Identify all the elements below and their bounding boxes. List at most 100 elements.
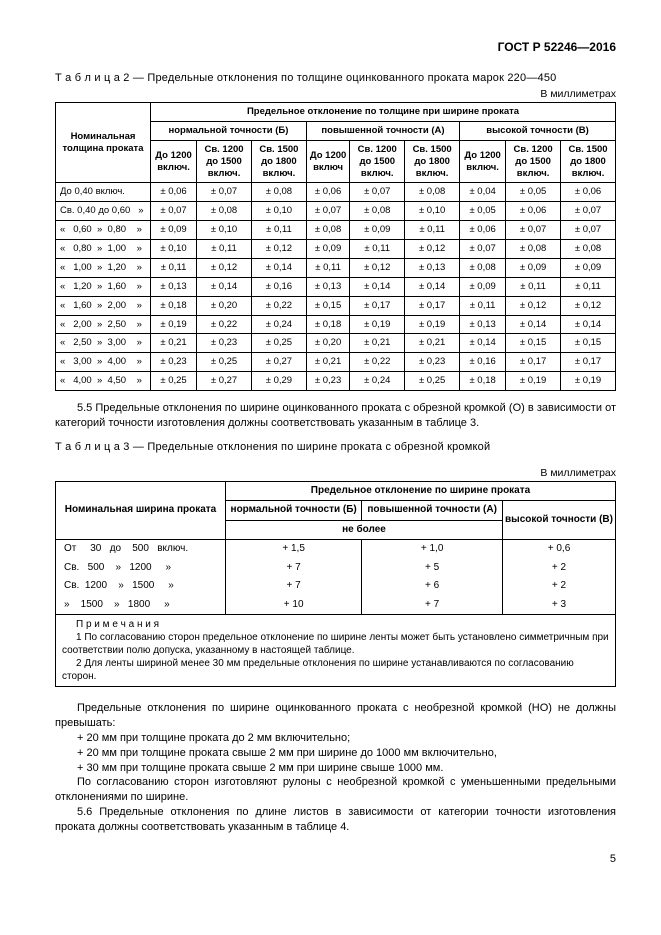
cell: ± 0,08 [460, 258, 506, 277]
table-row: До 0,40 включ.± 0,06± 0,07± 0,08± 0,06± … [56, 183, 616, 202]
row-label: « 0,80 » 1,00 » [56, 240, 151, 259]
cell: ± 0,11 [561, 277, 616, 296]
cell: ± 0,06 [460, 221, 506, 240]
cell: ± 0,12 [405, 240, 460, 259]
cell: ± 0,06 [561, 183, 616, 202]
table-row: Св. 500 » 1200 »+ 7+ 5+ 2 [56, 559, 616, 578]
t2-sub: Св. 1500 до 1800 включ. [561, 140, 616, 183]
cell: ± 0,11 [405, 221, 460, 240]
cell: ± 0,14 [460, 334, 506, 353]
para-5-5: 5.5 Предельные отклонения по ширине оцин… [55, 401, 616, 431]
cell: ± 0,13 [405, 258, 460, 277]
cell: ± 0,07 [561, 221, 616, 240]
t3-h-top: Предельное отклонение по ширине проката [226, 481, 616, 501]
cell: ± 0,06 [306, 183, 349, 202]
cell: ± 0,23 [306, 372, 349, 391]
p-after-1: Предельные отклонения по ширине оцинкова… [55, 701, 616, 731]
cell: ± 0,20 [197, 296, 252, 315]
table-row: От 30 до 500 включ.+ 1,5+ 1,0+ 0,6 [56, 540, 616, 559]
cell: + 6 [362, 577, 503, 596]
cell: ± 0,05 [506, 183, 561, 202]
cell: + 1,5 [226, 540, 362, 559]
cell: ± 0,22 [350, 353, 405, 372]
table3: Номинальная ширина проката Предельное от… [55, 481, 616, 688]
cell: ± 0,16 [251, 277, 306, 296]
t3-h-nominal: Номинальная ширина проката [56, 481, 226, 540]
cell: + 7 [362, 596, 503, 615]
row-label: « 0,60 » 0,80 » [56, 221, 151, 240]
cell: + 1,0 [362, 540, 503, 559]
cell: ± 0,08 [197, 202, 252, 221]
t3-h-high: повышенной точности (А) [362, 501, 503, 521]
cell: + 2 [503, 559, 616, 578]
table2-caption: Т а б л и ц а 2 — Предельные отклонения … [55, 72, 616, 84]
cell: + 7 [226, 559, 362, 578]
t2-sub: Св. 1500 до 1800 включ. [251, 140, 306, 183]
cell: ± 0,14 [251, 258, 306, 277]
cell: + 3 [503, 596, 616, 615]
cell: ± 0,10 [251, 202, 306, 221]
cell: ± 0,25 [151, 372, 197, 391]
cell: ± 0,18 [151, 296, 197, 315]
cell: ± 0,21 [405, 334, 460, 353]
cell: ± 0,12 [251, 240, 306, 259]
note2: 2 Для ленты шириной менее 30 мм предельн… [62, 657, 609, 683]
para-5-6: 5.6 Предельные отклонения по длине листо… [55, 805, 616, 835]
cell: ± 0,25 [405, 372, 460, 391]
t2-sub: До 1200 включ. [460, 140, 506, 183]
table-row: « 0,60 » 0,80 »± 0,09± 0,10± 0,11± 0,08±… [56, 221, 616, 240]
cell: ± 0,13 [151, 277, 197, 296]
cell: ± 0,16 [460, 353, 506, 372]
table2-units: В миллиметрах [55, 88, 616, 100]
cell: ± 0,09 [151, 221, 197, 240]
cell: ± 0,07 [460, 240, 506, 259]
cell: ± 0,13 [460, 315, 506, 334]
table-row: « 1,00 » 1,20 »± 0,11± 0,12± 0,14± 0,11±… [56, 258, 616, 277]
cell: ± 0,12 [350, 258, 405, 277]
cell: ± 0,07 [151, 202, 197, 221]
cell: ± 0,09 [506, 258, 561, 277]
page-number: 5 [55, 853, 616, 865]
cell: ± 0,12 [506, 296, 561, 315]
cell: ± 0,07 [350, 183, 405, 202]
table-row: « 2,00 » 2,50 »± 0,19± 0,22± 0,24± 0,18±… [56, 315, 616, 334]
row-label: « 3,00 » 4,00 » [56, 353, 151, 372]
table3-units: В миллиметрах [55, 467, 616, 479]
cell: + 10 [226, 596, 362, 615]
row-label: Св. 0,40 до 0,60 » [56, 202, 151, 221]
cell: + 5 [362, 559, 503, 578]
cell: ± 0,23 [405, 353, 460, 372]
t2-sub: Св. 1200 до 1500 включ. [197, 140, 252, 183]
cell: ± 0,11 [460, 296, 506, 315]
cell: ± 0,24 [350, 372, 405, 391]
cell: ± 0,24 [251, 315, 306, 334]
cell: ± 0,20 [306, 334, 349, 353]
cell: ± 0,23 [197, 334, 252, 353]
t2-sub: Св. 1200 до 1500 включ. [350, 140, 405, 183]
t2-sub: До 1200 включ [306, 140, 349, 183]
cell: ± 0,25 [197, 353, 252, 372]
cell: ± 0,08 [405, 183, 460, 202]
cell: ± 0,19 [561, 372, 616, 391]
cell: ± 0,10 [151, 240, 197, 259]
cell: ± 0,14 [350, 277, 405, 296]
row-label: « 2,00 » 2,50 » [56, 315, 151, 334]
cell: ± 0,17 [405, 296, 460, 315]
cell: ± 0,27 [197, 372, 252, 391]
cell: ± 0,11 [197, 240, 252, 259]
cell: ± 0,14 [506, 315, 561, 334]
t3-h-topacc: высокой точности (В) [503, 501, 616, 540]
p-after-b2: + 20 мм при толщине проката свыше 2 мм п… [55, 746, 616, 761]
notes-title: П р и м е ч а н и я [62, 618, 609, 631]
cell: ± 0,15 [506, 334, 561, 353]
cell: ± 0,09 [350, 221, 405, 240]
table-row: Св. 0,40 до 0,60 »± 0,07± 0,08± 0,10± 0,… [56, 202, 616, 221]
t3-h-nomore: не более [226, 520, 503, 540]
note1: 1 По согласованию сторон предельное откл… [62, 631, 609, 657]
doc-header: ГОСТ Р 52246—2016 [55, 40, 616, 54]
cell: ± 0,19 [151, 315, 197, 334]
cell: ± 0,25 [251, 334, 306, 353]
cell: ± 0,11 [350, 240, 405, 259]
cell: ± 0,14 [405, 277, 460, 296]
cell: ± 0,11 [151, 258, 197, 277]
